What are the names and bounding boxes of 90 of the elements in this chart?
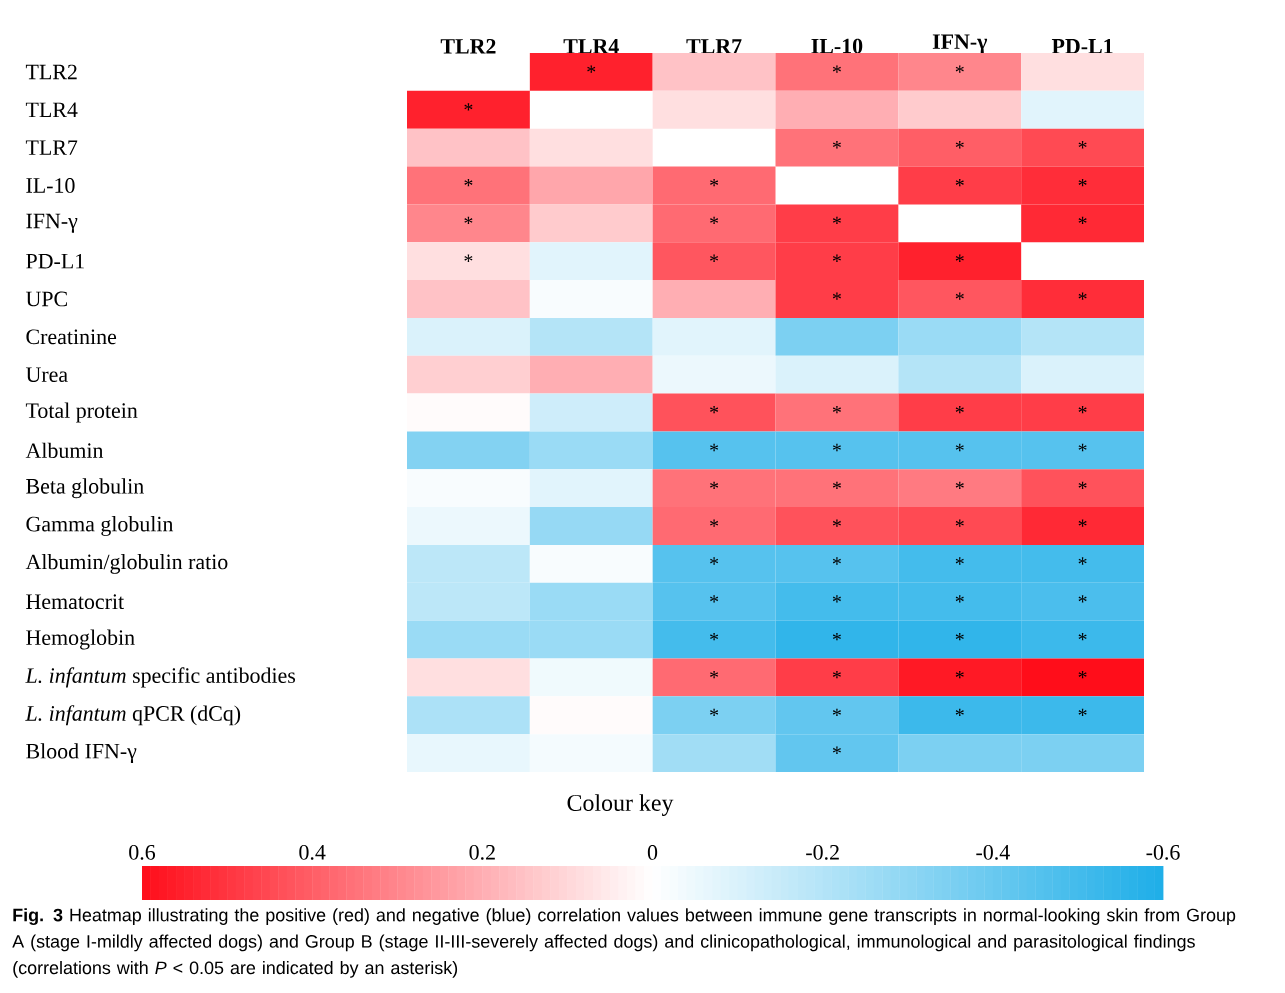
- data-label: *: [710, 595, 719, 603]
- y-tick-label: PD-L1: [26, 253, 84, 269]
- data-label: *: [1078, 141, 1087, 149]
- y-tick-label: TLR2: [25, 64, 77, 80]
- color-bar-title: Colour key: [567, 794, 674, 816]
- color-bar-label: 0.6: [129, 844, 156, 860]
- data-label: *: [1078, 633, 1087, 641]
- text: Fig. 3 Heatmap illustrating the positive (red) and negative (blue) correlation values between immune gene transcripts in normal-looking skin from Group A (stage I-mildly affected dogs) and Group B (stage II-III-severely affected dogs) and clinicopathological, immunological and parasitological findings (correlations with P < 0.05 are indicated by an asterisk): [12, 908, 1236, 978]
- data-label: *: [832, 746, 841, 754]
- x-tick-label: TLR2: [440, 38, 496, 54]
- data-label: *: [464, 103, 473, 111]
- data-label: *: [1078, 481, 1087, 489]
- data-label: *: [955, 178, 964, 187]
- data-label: *: [832, 405, 841, 414]
- color-bar-label: 0: [647, 845, 658, 860]
- data-label: *: [955, 254, 964, 262]
- y-tick-label: Albumin/globulin ratio: [25, 553, 228, 574]
- data-label: *: [832, 633, 841, 641]
- y-tick-label: Total protein: [25, 402, 138, 423]
- data-label: *: [955, 443, 964, 452]
- data-label: *: [832, 708, 841, 717]
- y-tick-label: Gamma globulin: [26, 516, 174, 537]
- y-tick-label: L. infantum specific antibodies: [25, 667, 296, 688]
- data-label: *: [955, 557, 964, 565]
- y-tick-label: Hematocrit: [26, 594, 124, 610]
- data-label: *: [955, 292, 964, 300]
- data-label: *: [955, 65, 964, 73]
- x-tick-label: IL-10: [811, 38, 863, 54]
- data-label: *: [955, 519, 964, 527]
- color-bar-label: -0.6: [1146, 844, 1180, 860]
- data-label: *: [464, 216, 473, 225]
- data-label: *: [955, 595, 964, 603]
- color-bar-label: -0.2: [806, 844, 839, 860]
- data-label: *: [710, 254, 719, 262]
- data-label: *: [1078, 519, 1087, 527]
- data-label: *: [832, 443, 841, 452]
- data-label: *: [710, 405, 719, 414]
- data-label: *: [710, 519, 719, 527]
- data-label: *: [832, 557, 841, 565]
- data-label: *: [832, 519, 841, 527]
- data-label: *: [1078, 708, 1087, 717]
- data-label: *: [1078, 595, 1087, 603]
- data-label: *: [710, 557, 719, 565]
- color-bar-label: 0.2: [469, 844, 495, 860]
- data-label: *: [955, 633, 964, 641]
- data-label: *: [1078, 216, 1087, 225]
- data-label: *: [710, 443, 719, 452]
- y-tick-label: UPC: [25, 291, 67, 307]
- data-label: *: [832, 292, 841, 300]
- data-label: *: [710, 708, 719, 717]
- x-tick-label: IFN-γ: [932, 34, 988, 54]
- data-label: *: [832, 595, 841, 603]
- data-label: *: [832, 670, 841, 679]
- data-label: *: [710, 178, 719, 187]
- data-label: *: [587, 65, 596, 73]
- y-tick-label: TLR4: [25, 102, 78, 117]
- data-label: *: [1078, 670, 1087, 679]
- data-label: *: [955, 708, 964, 717]
- data-label: *: [464, 254, 473, 262]
- y-tick-label: TLR7: [25, 140, 78, 155]
- color-bar-label: -0.4: [976, 844, 1010, 860]
- data-label: *: [832, 141, 841, 149]
- y-tick-label: Blood IFN-γ: [26, 743, 137, 764]
- data-label: *: [1078, 178, 1087, 187]
- data-label: *: [955, 405, 964, 414]
- data-label: *: [710, 633, 719, 641]
- data-label: *: [832, 216, 841, 225]
- data-label: *: [955, 141, 964, 149]
- data-label: *: [832, 65, 841, 73]
- data-label: *: [464, 178, 473, 187]
- y-tick-label: Hemoglobin: [26, 629, 135, 650]
- y-tick-label: Urea: [25, 367, 68, 382]
- data-label: *: [832, 254, 841, 262]
- data-label: *: [955, 670, 964, 679]
- y-tick-label: L. infantum qPCR (dCq): [25, 705, 241, 726]
- color-bar-label: 0.4: [299, 844, 326, 860]
- data-label: *: [1078, 443, 1087, 452]
- y-tick-label: IFN-γ: [26, 213, 78, 233]
- data-label: *: [1078, 557, 1087, 565]
- y-tick-label: Albumin: [25, 442, 104, 459]
- y-tick-label: IL-10: [26, 178, 75, 193]
- data-label: *: [710, 216, 719, 225]
- data-label: *: [710, 481, 719, 489]
- y-tick-label: Beta globulin: [26, 478, 144, 499]
- data-label: *: [1078, 292, 1087, 300]
- data-label: *: [832, 481, 841, 489]
- data-label: *: [1078, 405, 1087, 414]
- data-label: *: [955, 481, 964, 489]
- data-label: *: [710, 670, 719, 679]
- y-tick-label: Creatinine: [26, 329, 117, 345]
